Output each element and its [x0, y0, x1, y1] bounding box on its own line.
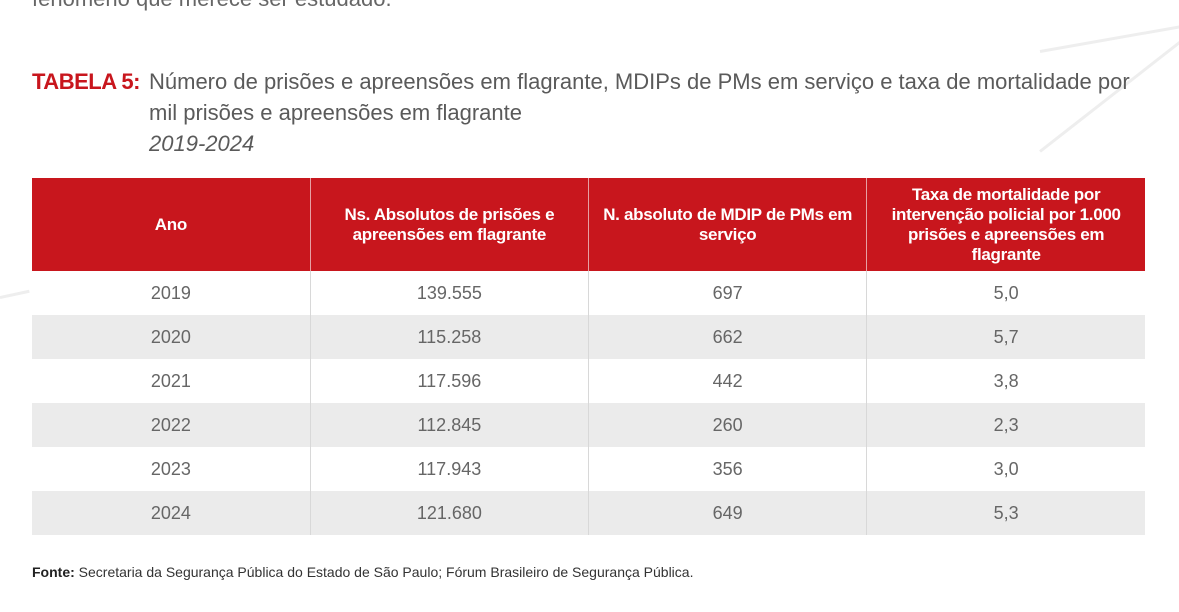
data-table: Ano Ns. Absolutos de prisões e apreensõe…	[32, 178, 1145, 535]
table-cell: 697	[587, 271, 867, 315]
table-cell: 112.845	[309, 403, 589, 447]
table-row: 2020 115.258 662 5,7	[32, 315, 1145, 359]
column-header: Taxa de mortalidade por intervenção poli…	[866, 178, 1145, 271]
table-cell: 117.943	[309, 447, 589, 491]
table-cell: 356	[587, 447, 867, 491]
table-cell: 5,3	[866, 491, 1145, 535]
decorative-line	[1039, 22, 1179, 53]
table-cell: 115.258	[309, 315, 589, 359]
table-cell: 2023	[150, 458, 191, 479]
table-row: 2024 121.680 649 5,3	[32, 491, 1145, 535]
table-cell: 117.596	[309, 359, 589, 403]
table-cell: 662	[587, 315, 867, 359]
source-text: Secretaria da Segurança Pública do Estad…	[78, 564, 694, 580]
table-cell: 649	[587, 491, 867, 535]
table-cell: 2,3	[866, 403, 1145, 447]
table-cell: 260	[587, 403, 867, 447]
table-row: 2019 139.555 697 5,0	[32, 271, 1145, 315]
table-row: 2021 117.596 442 3,8	[32, 359, 1145, 403]
table-cell: 3,8	[866, 359, 1145, 403]
source-note: Fonte: Secretaria da Segurança Pública d…	[32, 564, 693, 580]
table-cell: 5,7	[866, 315, 1145, 359]
table-cell: 2019	[150, 282, 191, 303]
table-row: 2022 112.845 260 2,3	[32, 403, 1145, 447]
table-cell: 121.680	[309, 491, 589, 535]
decorative-line	[0, 289, 30, 299]
table-row: 2023 117.943 356 3,0	[32, 447, 1145, 491]
table-cell: 2022	[32, 403, 311, 447]
table-header-row: Ano Ns. Absolutos de prisões e apreensõe…	[32, 178, 1145, 271]
table-title: Número de prisões e apreensões em flagra…	[149, 69, 1130, 125]
column-header: Ns. Absolutos de prisões e apreensões em…	[309, 178, 589, 271]
table-caption: TABELA 5: Número de prisões e apreensões…	[32, 66, 1152, 159]
table-cell: 2020	[32, 315, 311, 359]
column-header: N. absoluto de MDIP de PMs em serviço	[587, 178, 867, 271]
table-cell: 139.555	[309, 271, 589, 315]
table-cell: 5,0	[866, 271, 1145, 315]
table-cell: 442	[587, 359, 867, 403]
prior-paragraph-text: fenômeno que merece ser estudado.	[32, 0, 392, 12]
table-cell: 2024	[32, 491, 311, 535]
table-period: 2019-2024	[149, 131, 255, 156]
column-header: Ano	[32, 178, 311, 271]
table-cell: 2021	[150, 370, 191, 391]
table-cell: 3,0	[866, 447, 1145, 491]
table-label: TABELA 5:	[32, 69, 140, 94]
source-label: Fonte:	[32, 564, 75, 580]
